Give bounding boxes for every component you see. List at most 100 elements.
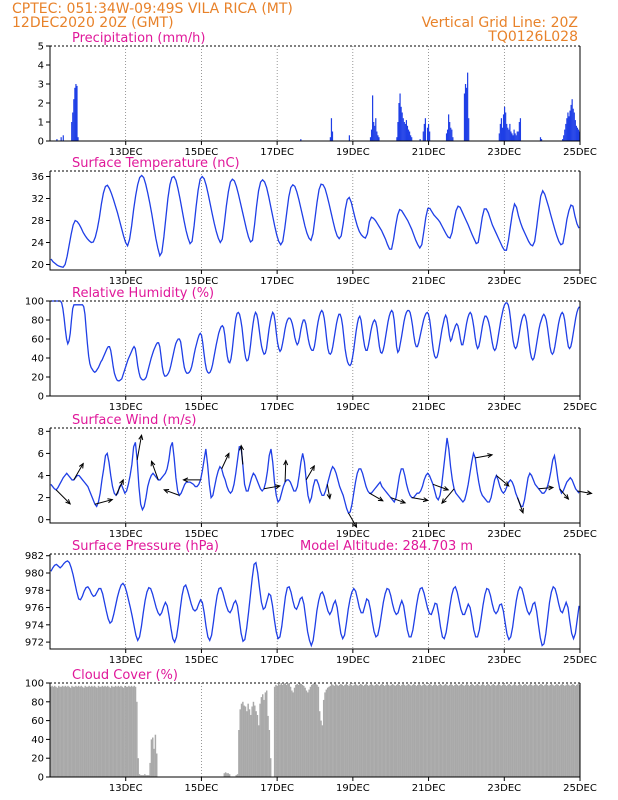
bar bbox=[320, 720, 322, 777]
bar bbox=[116, 686, 118, 777]
bar bbox=[295, 684, 297, 777]
bar bbox=[426, 127, 429, 141]
bar bbox=[442, 685, 444, 777]
x-tick-label: 13DEC bbox=[109, 276, 143, 287]
bar bbox=[421, 685, 423, 777]
bar bbox=[399, 685, 402, 777]
bar bbox=[571, 99, 573, 141]
bar bbox=[574, 120, 576, 141]
bar bbox=[528, 684, 530, 777]
bar bbox=[263, 699, 265, 777]
wind-arrow bbox=[441, 488, 455, 505]
bar bbox=[406, 684, 408, 777]
bar bbox=[243, 705, 245, 777]
bar bbox=[540, 139, 543, 141]
y-tick-label: 100 bbox=[25, 679, 44, 690]
panel-title: Relative Humidity (%) bbox=[72, 286, 214, 301]
bar bbox=[344, 684, 346, 777]
bar bbox=[259, 703, 261, 777]
bar bbox=[413, 683, 415, 777]
bar bbox=[364, 684, 366, 777]
bar bbox=[381, 683, 383, 777]
y-tick-label: 40 bbox=[31, 354, 44, 365]
bar bbox=[326, 687, 329, 777]
bar bbox=[75, 685, 77, 777]
bar bbox=[407, 683, 410, 777]
bar bbox=[354, 683, 357, 777]
bar bbox=[279, 684, 281, 777]
bar bbox=[246, 711, 248, 777]
bar bbox=[519, 118, 522, 141]
bar bbox=[331, 131, 334, 141]
bar bbox=[269, 758, 272, 777]
bar bbox=[300, 683, 302, 777]
bar bbox=[85, 686, 88, 777]
bar bbox=[264, 692, 267, 777]
bar bbox=[470, 684, 472, 777]
x-tick-label: 17DEC bbox=[260, 402, 294, 413]
y-tick-label: 0 bbox=[38, 137, 44, 148]
header-code: TQ0126L028 bbox=[487, 29, 578, 45]
bar bbox=[236, 774, 239, 777]
bar bbox=[518, 122, 520, 141]
x-tick-label: 21DEC bbox=[412, 655, 446, 666]
wind-arrow bbox=[517, 497, 524, 514]
bar bbox=[386, 683, 389, 777]
bar bbox=[322, 699, 325, 777]
bar bbox=[349, 683, 351, 777]
x-tick-label: 25DEC bbox=[563, 529, 597, 540]
bar bbox=[73, 99, 75, 141]
bar bbox=[255, 711, 257, 777]
y-tick-label: 4 bbox=[38, 471, 44, 482]
panel-title: Surface Temperature (nC) bbox=[72, 156, 240, 171]
x-tick-label: 13DEC bbox=[109, 402, 143, 413]
bar bbox=[56, 687, 59, 777]
bar bbox=[273, 686, 276, 777]
bar bbox=[350, 684, 353, 777]
bar bbox=[142, 775, 145, 777]
bar bbox=[436, 685, 439, 777]
bar bbox=[427, 684, 430, 777]
bar bbox=[63, 686, 65, 777]
bar bbox=[305, 690, 308, 777]
bar bbox=[554, 684, 557, 777]
bar bbox=[467, 72, 469, 141]
bar bbox=[73, 686, 76, 777]
bar bbox=[361, 684, 363, 777]
panel-frame bbox=[49, 301, 581, 397]
bar bbox=[300, 139, 302, 141]
bar bbox=[476, 683, 479, 777]
bar bbox=[149, 762, 151, 777]
wind-arrow bbox=[182, 477, 201, 483]
x-tick-label: 23DEC bbox=[487, 655, 521, 666]
wind-arrow bbox=[94, 498, 114, 505]
bar bbox=[545, 683, 548, 777]
bar bbox=[75, 84, 77, 141]
bar bbox=[154, 734, 157, 777]
x-tick-label: 19DEC bbox=[336, 529, 370, 540]
y-tick-label: 0 bbox=[38, 773, 44, 784]
bar bbox=[501, 127, 504, 141]
bar bbox=[55, 686, 57, 777]
bar bbox=[385, 684, 387, 777]
wind-arrow bbox=[73, 462, 84, 481]
bar bbox=[401, 112, 403, 141]
bar bbox=[71, 122, 73, 141]
bar bbox=[465, 87, 468, 141]
panel-5: 972 974 976 978 980 982 13DEC 15DEC 17DEC 19DEC 21… bbox=[25, 539, 597, 666]
bar bbox=[330, 118, 333, 141]
wind-arrow bbox=[390, 497, 407, 504]
bar bbox=[450, 127, 452, 141]
bar bbox=[566, 683, 569, 777]
bar bbox=[227, 773, 230, 777]
bar bbox=[62, 135, 64, 141]
bar bbox=[479, 685, 481, 777]
bar bbox=[132, 686, 134, 777]
wind-arrow bbox=[55, 489, 72, 505]
x-tick-label: 17DEC bbox=[260, 529, 294, 540]
y-tick-label: 20 bbox=[31, 260, 44, 271]
y-tick-label: 40 bbox=[31, 735, 44, 746]
bar bbox=[456, 684, 459, 777]
bar bbox=[277, 683, 280, 777]
wind-arrow bbox=[136, 434, 144, 461]
